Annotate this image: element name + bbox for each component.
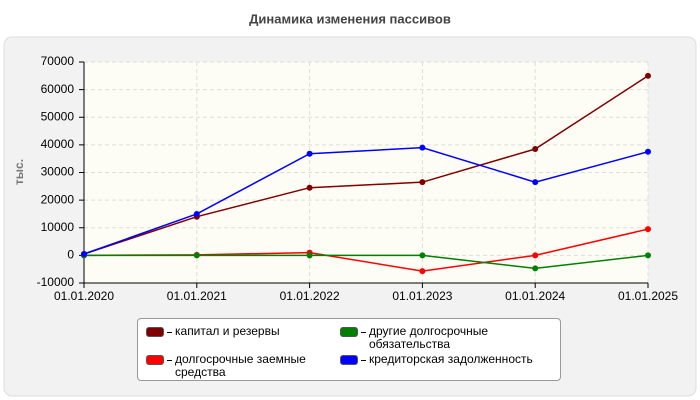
legend-label: кредиторская задолженность [369, 352, 533, 366]
legend-item: капитал и резервы [146, 325, 336, 351]
point [645, 252, 651, 259]
legend-swatch [146, 355, 164, 365]
legend: капитал и резервы другие долгосрочные обя… [137, 318, 561, 381]
point [532, 252, 539, 259]
legend-label: долгосрочные заемные средства [175, 352, 306, 379]
series-line [84, 254, 649, 270]
y-tick-label: 70000 [41, 54, 75, 68]
legend-item: долгосрочные заемные средства [146, 353, 336, 379]
y-tick-label: 20000 [41, 192, 75, 206]
y-tick-label: 10000 [41, 220, 75, 234]
point [532, 179, 539, 186]
point [306, 150, 313, 157]
legend-swatch [146, 327, 164, 337]
point [419, 252, 426, 259]
y-tick-label: 0 [67, 248, 74, 262]
legend-swatch [340, 355, 358, 365]
point [419, 268, 426, 275]
legend-item: другие долгосрочные обязательства [340, 325, 550, 351]
x-tick-label: 01.01.2023 [392, 289, 452, 303]
x-tick-label: 01.01.2025 [618, 289, 678, 303]
point [645, 148, 651, 155]
x-tick-label: 01.01.2024 [505, 289, 565, 303]
point [532, 265, 539, 272]
legend-dash [167, 360, 172, 361]
point [419, 179, 426, 186]
y-tick-label: 30000 [41, 165, 75, 179]
series-line [83, 75, 649, 255]
point [193, 210, 200, 217]
point [306, 184, 313, 191]
legend-item: кредиторская задолженность [340, 353, 550, 379]
point [532, 146, 539, 153]
plot: -10000 0 10000 20000 30000 40000 50000 60000 700… [37, 54, 679, 303]
series-line [83, 146, 649, 255]
point [645, 72, 651, 79]
point [193, 252, 200, 259]
point [81, 250, 87, 257]
x-tick-label: 01.01.2022 [280, 289, 340, 303]
y-tick-label: -10000 [37, 275, 75, 289]
legend-label: капитал и резервы [175, 324, 280, 338]
legend-dash [167, 332, 172, 333]
x-tick-label: 01.01.2020 [54, 289, 114, 303]
y-tick-label: 40000 [41, 137, 75, 151]
legend-swatch [340, 327, 358, 337]
point [306, 252, 313, 259]
point [419, 144, 426, 151]
point [645, 226, 651, 233]
y-tick-label: 50000 [41, 109, 75, 123]
chart-title: Динамика изменения пассивов [249, 11, 451, 26]
x-tick-label: 01.01.2021 [167, 289, 227, 303]
legend-label: другие долгосрочные обязательства [369, 324, 489, 351]
legend-dash [361, 332, 366, 333]
y-axis-label: тыс. [12, 159, 26, 185]
legend-dash [361, 360, 366, 361]
y-tick-label: 60000 [41, 82, 75, 96]
